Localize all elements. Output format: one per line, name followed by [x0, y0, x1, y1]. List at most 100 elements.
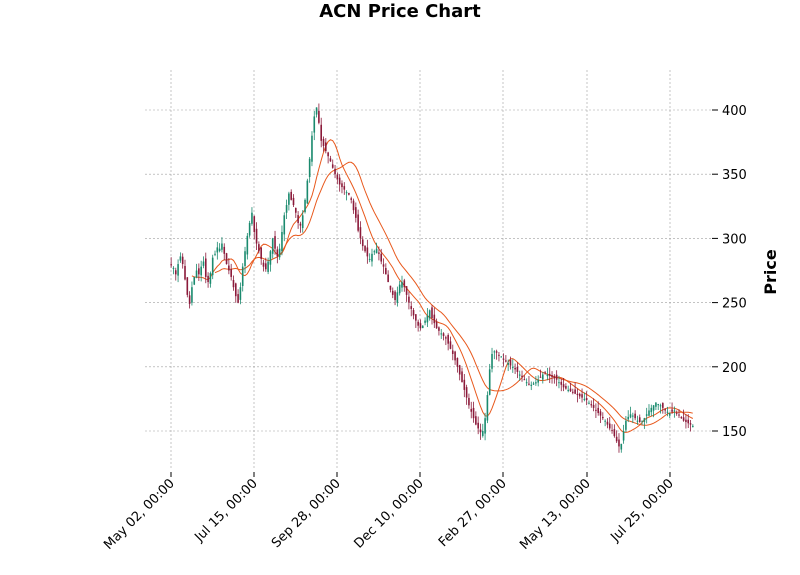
candle: [560, 378, 563, 392]
candle-body: [680, 417, 683, 419]
candle-body: [532, 383, 535, 385]
candle: [248, 220, 251, 238]
candle: [421, 325, 424, 329]
candle: [634, 410, 636, 421]
candle-body: [648, 410, 650, 416]
candle: [181, 253, 184, 269]
candle: [417, 319, 419, 332]
candle: [343, 182, 346, 195]
candle-body: [627, 416, 630, 420]
candle: [451, 344, 454, 361]
candle: [290, 189, 292, 201]
candle: [368, 253, 371, 263]
candle-body: [433, 314, 436, 324]
candle: [465, 384, 468, 405]
candle-body: [662, 403, 664, 408]
candle-body: [403, 280, 406, 288]
candle: [632, 412, 634, 424]
candle: [655, 401, 657, 410]
candle: [352, 198, 355, 214]
candle-body: [288, 193, 290, 205]
candle: [472, 401, 475, 423]
candle: [179, 252, 182, 263]
candle-body: [417, 321, 419, 326]
candle: [470, 401, 473, 419]
candle-body: [170, 264, 172, 266]
candle: [403, 278, 406, 292]
candle: [682, 409, 685, 422]
candle: [602, 412, 604, 421]
candle-body: [544, 372, 546, 374]
candle-body: [548, 373, 551, 376]
x-tick-label: May 13, 00:00: [517, 476, 594, 553]
candle-body: [292, 197, 295, 206]
candle: [572, 388, 574, 395]
candle: [689, 419, 692, 432]
candle-body: [331, 164, 334, 168]
candle-body: [304, 199, 306, 213]
candle-body: [475, 416, 477, 425]
candle-body: [193, 276, 196, 285]
candle-body: [234, 283, 237, 297]
candle-body: [461, 371, 463, 383]
candle-body: [664, 409, 666, 411]
candle: [223, 243, 226, 261]
candle: [364, 245, 366, 253]
candle-body: [318, 110, 320, 123]
candle-body: [442, 333, 445, 336]
candle: [657, 403, 660, 411]
candle: [574, 382, 576, 395]
candle-body: [294, 207, 297, 213]
candle-body: [278, 248, 281, 258]
candle-body: [269, 251, 272, 265]
candle-body: [241, 266, 244, 287]
candle-body: [394, 291, 396, 301]
candle-body: [472, 407, 475, 419]
candle-body: [301, 215, 304, 229]
candle-body: [502, 358, 505, 360]
candle-body: [585, 398, 588, 401]
candle-body: [470, 408, 473, 412]
candle: [604, 419, 606, 427]
candle-body: [343, 186, 346, 190]
candle: [325, 138, 327, 154]
candle: [578, 392, 581, 399]
candle: [191, 281, 193, 306]
candle: [186, 277, 189, 298]
candle-body: [380, 253, 383, 262]
candle-body: [655, 402, 657, 407]
candle: [477, 416, 479, 435]
candle: [481, 423, 484, 438]
candle-body: [493, 351, 496, 353]
candle: [438, 326, 440, 336]
candle-body: [246, 235, 249, 255]
candle: [493, 350, 496, 360]
candle: [204, 252, 207, 284]
candle: [581, 388, 583, 403]
candle: [641, 420, 643, 426]
candle-body: [523, 379, 526, 381]
candle-body: [366, 247, 369, 257]
candle: [523, 375, 526, 381]
candle-body: [253, 216, 256, 232]
candle: [539, 369, 542, 378]
candle: [361, 236, 364, 251]
candle: [662, 402, 664, 414]
candle: [264, 257, 267, 272]
candle-body: [385, 268, 387, 275]
candle: [479, 423, 482, 440]
candle: [463, 374, 466, 398]
candle: [276, 246, 279, 264]
candle-body: [643, 418, 646, 422]
candle-body: [267, 261, 269, 272]
candle: [546, 367, 549, 381]
candle-body: [306, 180, 309, 204]
candle-body: [188, 295, 191, 304]
candle: [271, 237, 274, 259]
candle-body: [525, 382, 528, 384]
candle: [412, 308, 415, 320]
candle: [329, 155, 332, 162]
candle: [445, 335, 447, 346]
candle-body: [329, 158, 332, 162]
candle: [341, 180, 343, 194]
